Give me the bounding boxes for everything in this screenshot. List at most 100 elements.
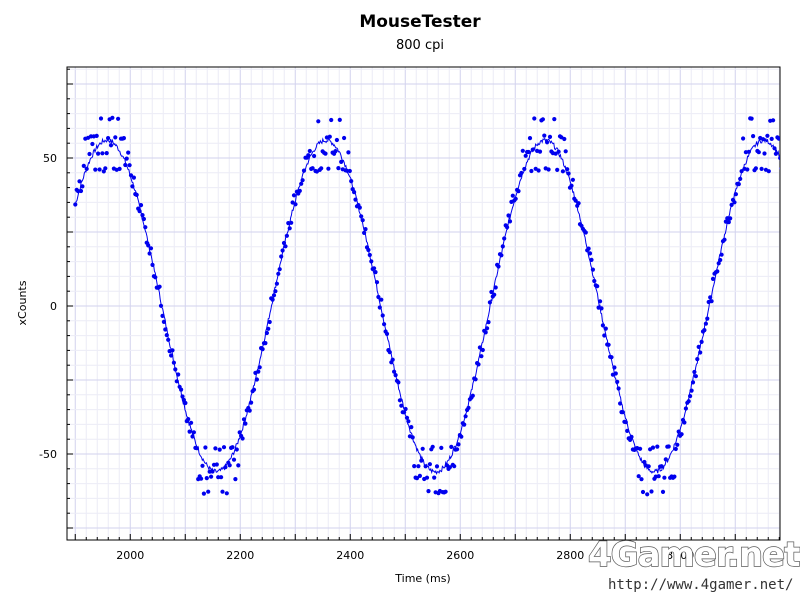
data-point <box>191 430 196 435</box>
data-point <box>169 353 174 358</box>
data-point <box>536 168 541 173</box>
data-point <box>555 167 560 172</box>
data-point <box>158 303 164 308</box>
data-point <box>403 406 408 412</box>
data-point <box>616 386 621 391</box>
y-tick-label: 50 <box>43 152 57 165</box>
data-point <box>157 284 162 289</box>
data-point <box>337 117 342 122</box>
data-point <box>530 147 535 152</box>
data-point <box>376 294 381 300</box>
data-point <box>227 463 232 468</box>
data-point <box>565 167 570 172</box>
data-point <box>130 184 135 189</box>
data-point <box>106 136 111 141</box>
data-point <box>589 257 594 262</box>
data-point <box>726 220 731 225</box>
data-point <box>326 166 331 171</box>
data-point <box>516 189 521 194</box>
data-point <box>150 262 155 267</box>
data-point <box>164 333 169 338</box>
data-point <box>412 464 417 469</box>
data-point <box>487 300 492 305</box>
data-point <box>620 410 626 415</box>
data-point <box>477 345 482 350</box>
data-point <box>170 348 175 353</box>
data-point <box>686 399 691 404</box>
data-point <box>416 464 421 469</box>
data-point <box>163 327 168 332</box>
data-point <box>297 188 302 193</box>
data-point <box>529 168 534 174</box>
data-point <box>443 489 448 494</box>
data-point <box>329 117 334 123</box>
data-point <box>612 365 617 370</box>
chart-subtitle: 800 cpi <box>396 38 444 53</box>
data-point <box>171 360 176 365</box>
data-point <box>599 306 604 311</box>
data-point <box>199 476 204 481</box>
data-point <box>360 218 365 223</box>
data-point <box>110 115 115 120</box>
data-point <box>176 372 181 377</box>
data-point <box>78 188 84 194</box>
data-point <box>339 159 344 164</box>
data-point <box>502 236 507 241</box>
data-point <box>715 269 720 274</box>
data-point <box>121 136 126 141</box>
data-point <box>452 464 457 469</box>
data-point <box>414 476 420 481</box>
data-point <box>709 299 714 304</box>
data-point <box>124 156 129 161</box>
data-point <box>233 477 238 482</box>
data-point <box>187 429 192 434</box>
data-point <box>486 320 491 325</box>
data-point <box>570 177 576 182</box>
data-point <box>751 134 756 139</box>
data-point <box>281 240 287 246</box>
data-point <box>427 462 432 467</box>
data-point <box>546 167 551 172</box>
data-point <box>173 367 178 372</box>
data-point <box>573 198 578 203</box>
data-point <box>439 445 444 450</box>
data-point <box>513 196 518 201</box>
data-point <box>256 369 261 374</box>
data-point <box>249 400 254 405</box>
data-point <box>738 176 743 181</box>
data-point <box>194 446 199 451</box>
data-point <box>279 254 284 259</box>
data-point <box>382 322 387 327</box>
data-point <box>362 230 367 235</box>
data-point <box>284 233 289 238</box>
data-point <box>698 350 703 355</box>
data-point <box>333 149 338 154</box>
data-point <box>722 237 727 242</box>
x-axis-label: Time (ms) <box>394 572 450 585</box>
data-point <box>519 170 524 176</box>
data-point <box>466 405 471 410</box>
data-point <box>404 415 410 420</box>
data-point <box>576 201 581 206</box>
data-point <box>409 425 414 430</box>
data-point <box>113 135 118 140</box>
data-point <box>387 350 392 355</box>
data-point <box>223 465 228 470</box>
data-point <box>749 116 754 121</box>
data-point <box>692 369 697 375</box>
x-tick-label: 2400 <box>336 549 364 562</box>
data-point <box>316 119 321 124</box>
axis-ticks <box>67 68 780 540</box>
data-point <box>675 442 680 447</box>
data-point <box>609 355 614 360</box>
data-point <box>476 362 481 367</box>
data-point <box>166 337 171 342</box>
data-point <box>523 153 528 158</box>
data-point <box>507 219 513 224</box>
data-point <box>237 430 242 435</box>
data-point <box>479 354 484 359</box>
data-point <box>186 417 191 422</box>
data-point <box>432 475 437 480</box>
data-point <box>128 173 134 178</box>
data-point <box>615 379 620 384</box>
